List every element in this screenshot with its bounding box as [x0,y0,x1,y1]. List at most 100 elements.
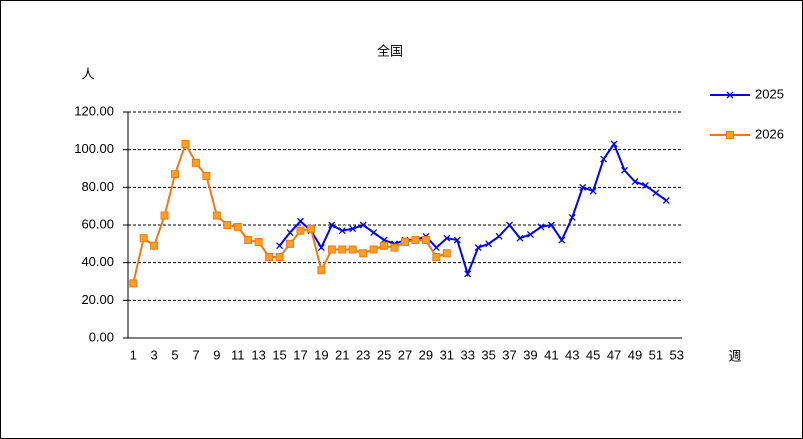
x-tick-label: 15 [272,347,286,362]
data-point [589,187,597,195]
data-point [568,214,576,221]
x-tick-label: 17 [293,347,307,362]
data-point [621,166,628,174]
x-tick-label: 33 [460,347,474,362]
data-point [537,223,545,231]
data-point [212,211,221,220]
data-point [338,245,347,254]
data-point [129,279,138,288]
x-tick-label: 25 [377,347,391,362]
data-point [328,221,336,229]
y-tick-label: 100.00 [74,141,114,156]
data-point [506,221,513,229]
x-tick-label: 53 [670,347,684,362]
x-tick-label: 9 [213,347,220,362]
legend-marker [726,91,734,99]
y-tick-label: 0.00 [89,329,114,344]
data-point [390,243,399,252]
legend-marker [726,131,734,139]
data-point [265,253,274,262]
x-tick-label: 31 [440,347,454,362]
x-tick-label: 23 [356,347,370,362]
data-point [160,211,169,220]
data-point [474,244,482,252]
data-point [286,239,295,248]
y-tick-label: 120.00 [74,103,114,118]
data-point [317,244,325,252]
legend-label: 2025 [755,86,784,101]
x-tick-label: 5 [171,347,178,362]
x-tick-label: 1 [130,347,137,362]
data-point [526,230,534,238]
data-point [223,221,232,229]
legend-label: 2026 [755,126,784,141]
x-tick-label: 39 [523,347,537,362]
data-point [349,225,357,233]
x-tick-label: 47 [607,347,621,362]
data-point [338,227,346,235]
x-tick-label: 49 [628,347,642,362]
y-tick-label: 60.00 [81,216,114,231]
data-point [369,245,378,254]
data-point [610,140,618,148]
data-point [296,226,305,235]
data-point [432,253,441,262]
data-point [558,236,566,244]
data-point [327,245,336,254]
data-point [547,221,555,229]
data-point [495,232,503,240]
x-tick-label: 43 [565,347,579,362]
data-point [286,229,294,236]
x-tick-label: 35 [481,347,495,362]
data-point [401,237,409,246]
y-tick-label: 40.00 [81,254,114,269]
x-tick-label: 27 [398,347,412,362]
data-point [191,158,200,167]
data-point [233,222,242,231]
x-tick-label: 51 [649,347,663,362]
data-point [276,242,284,250]
data-point [139,234,148,243]
data-point [579,183,587,191]
x-tick-label: 21 [335,347,349,362]
x-tick-label: 7 [192,347,199,362]
x-tick-label: 41 [544,347,558,362]
x-tick-label: 29 [419,347,433,362]
x-tick-label: 3 [151,347,158,362]
data-point [600,155,608,163]
data-point [516,234,524,242]
data-point [297,217,304,225]
data-point [181,140,190,149]
x-tick-label: 45 [586,347,600,362]
data-point [631,178,639,186]
data-point [432,244,440,252]
x-axis-label: 週 [728,348,741,363]
data-point [359,249,368,258]
x-tick-label: 19 [314,347,328,362]
data-point [453,236,461,244]
data-point [275,253,284,262]
data-point [380,241,389,250]
data-point [306,224,315,233]
x-tick-label: 37 [502,347,516,362]
data-point [652,189,660,197]
x-tick-label: 13 [251,347,265,362]
y-axis-label: 人 [81,66,94,81]
y-tick-label: 20.00 [81,292,114,307]
data-point [443,234,451,242]
data-point [171,170,180,179]
data-point [244,236,253,245]
data-point [317,266,326,275]
chart-title: 全国 [377,43,403,58]
data-point [641,181,649,189]
data-point [202,172,211,181]
series-line [278,141,667,277]
data-point [359,221,367,229]
data-point [421,236,430,245]
y-tick-label: 80.00 [81,179,114,194]
data-point [150,241,159,250]
data-point [485,240,493,248]
data-point [464,270,472,278]
